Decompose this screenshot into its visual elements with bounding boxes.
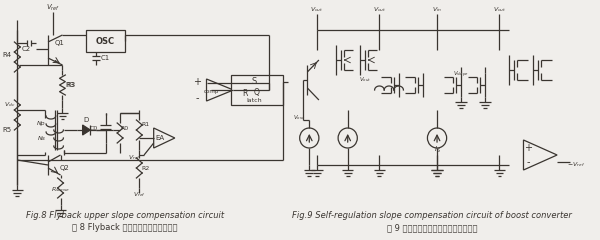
Text: $V_{ref}$: $V_{ref}$ — [133, 191, 146, 199]
Text: $V_{ref}$: $V_{ref}$ — [46, 3, 60, 13]
Circle shape — [299, 128, 319, 148]
Text: R4: R4 — [2, 52, 11, 58]
Text: $V_{out}$: $V_{out}$ — [310, 6, 324, 14]
Text: R: R — [242, 89, 248, 97]
Bar — [86, 30, 125, 52]
Text: R1: R1 — [141, 122, 149, 127]
Text: +: + — [524, 143, 532, 153]
Text: Q: Q — [254, 89, 259, 97]
Text: Q2: Q2 — [59, 165, 69, 171]
Circle shape — [427, 128, 446, 148]
Text: $-V_{ref}$: $-V_{ref}$ — [567, 161, 585, 169]
Text: +: + — [193, 77, 201, 87]
Text: 图 9 升压型转换器自调节斜坡补偿电路: 图 9 升压型转换器自调节斜坡补偿电路 — [387, 223, 478, 233]
Text: R3: R3 — [67, 82, 76, 88]
Text: Ns: Ns — [37, 136, 45, 140]
Text: EA: EA — [155, 135, 164, 141]
Text: $V_{osc}$: $V_{osc}$ — [293, 114, 305, 122]
Polygon shape — [154, 128, 175, 148]
Text: -: - — [195, 93, 199, 103]
Text: C0: C0 — [90, 126, 98, 131]
Text: $I_S$: $I_S$ — [434, 145, 440, 155]
Text: $R_{sense}$: $R_{sense}$ — [51, 186, 70, 194]
Text: R5: R5 — [2, 127, 11, 133]
Polygon shape — [83, 125, 90, 135]
Text: $V_{out}$: $V_{out}$ — [359, 76, 371, 84]
Text: comp: comp — [203, 90, 219, 95]
Text: Np: Np — [37, 120, 46, 126]
Polygon shape — [206, 79, 233, 101]
Text: D: D — [84, 117, 89, 123]
Text: $V_{out}$: $V_{out}$ — [373, 6, 386, 14]
Text: $V_{out}$: $V_{out}$ — [493, 6, 506, 14]
Text: $V_{ref}$: $V_{ref}$ — [128, 154, 141, 162]
Polygon shape — [523, 140, 557, 170]
Text: OSC: OSC — [96, 36, 115, 46]
Text: Q1: Q1 — [55, 40, 65, 46]
Text: R0: R0 — [121, 126, 129, 131]
Text: C1: C1 — [101, 55, 110, 61]
Text: -: - — [527, 157, 530, 167]
Text: latch: latch — [247, 97, 262, 102]
Text: $V_{dc}$: $V_{dc}$ — [4, 101, 16, 109]
Text: R3: R3 — [65, 82, 75, 88]
Text: C2: C2 — [21, 46, 30, 52]
Text: Fig.8 Flyback upper slope compensation circuit: Fig.8 Flyback upper slope compensation c… — [26, 211, 224, 221]
Text: $V_{in}$: $V_{in}$ — [432, 6, 442, 14]
Bar — [230, 75, 283, 105]
Circle shape — [338, 128, 358, 148]
Text: $V_{slope}$: $V_{slope}$ — [453, 70, 469, 80]
Text: Fig.9 Self-regulation slope compensation circuit of boost converter: Fig.9 Self-regulation slope compensation… — [292, 211, 572, 221]
Text: S: S — [252, 78, 257, 86]
Text: 图 8 Flyback 上斜坡补偿具体电路实现: 图 8 Flyback 上斜坡补偿具体电路实现 — [72, 223, 178, 233]
Text: R2: R2 — [141, 166, 149, 170]
